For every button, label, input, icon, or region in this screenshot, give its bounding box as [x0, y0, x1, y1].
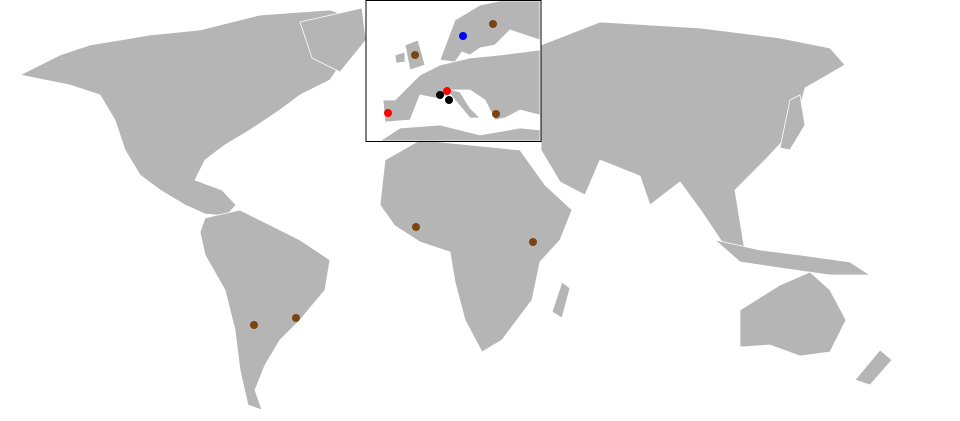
world-markers: [250, 223, 537, 329]
map-marker[interactable]: [384, 109, 392, 117]
map-marker[interactable]: [529, 238, 537, 246]
japan: [779, 94, 806, 151]
asia: [540, 21, 846, 253]
inset-continental-europe: [382, 49, 540, 123]
inset-north-africa: [379, 124, 540, 141]
africa: [379, 139, 573, 353]
south-america: [199, 209, 331, 411]
map-marker[interactable]: [436, 91, 444, 99]
map-marker[interactable]: [459, 32, 467, 40]
indonesia: [714, 239, 872, 276]
madagascar: [551, 281, 571, 319]
europe-inset: [365, 0, 542, 142]
greenland: [299, 7, 367, 73]
map-marker[interactable]: [489, 20, 497, 28]
map-marker[interactable]: [445, 96, 453, 104]
continents: [18, 7, 893, 411]
inset-ireland: [394, 51, 406, 64]
inset-scandinavia: [439, 1, 540, 63]
map-marker[interactable]: [492, 110, 500, 118]
north-america: [18, 9, 361, 217]
map-marker[interactable]: [412, 223, 420, 231]
inset-italy: [443, 87, 481, 119]
map-marker[interactable]: [443, 87, 451, 95]
map-marker[interactable]: [250, 321, 258, 329]
map-marker[interactable]: [411, 51, 419, 59]
new-zealand: [854, 349, 893, 386]
map-marker[interactable]: [292, 314, 300, 322]
australia: [739, 271, 847, 357]
